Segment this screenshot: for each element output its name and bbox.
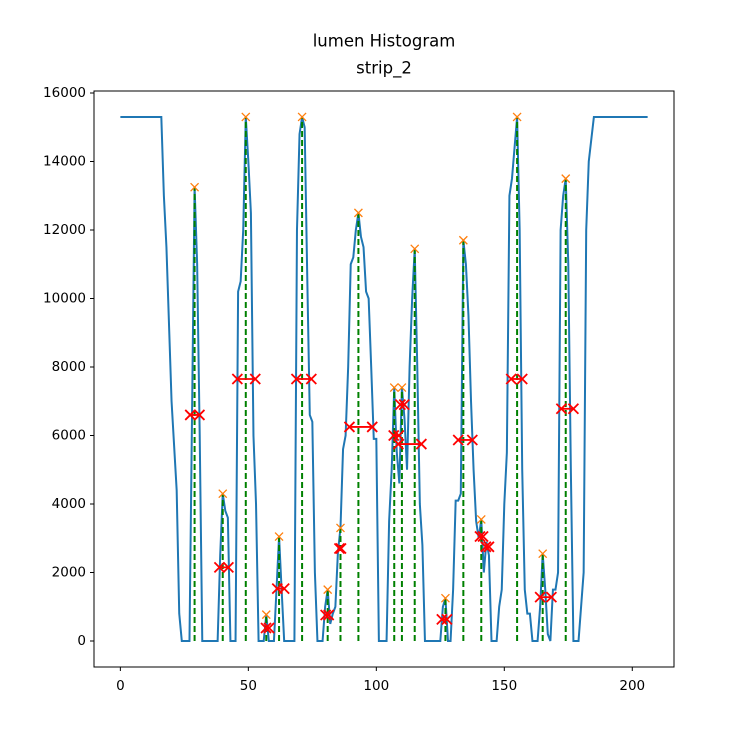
x-tick-label: 150: [491, 678, 517, 694]
width-marker: [388, 429, 400, 442]
peak-marker: [440, 593, 450, 603]
width-marker: [466, 434, 478, 446]
peak-marker: [561, 174, 571, 184]
width-marker: [480, 541, 492, 553]
width-marker: [474, 530, 486, 543]
width-marker: [477, 530, 489, 543]
x-tick-label: 0: [116, 678, 125, 694]
y-tick-label: 8000: [52, 359, 86, 375]
y-tick-label: 6000: [52, 427, 86, 443]
y-tick-label: 0: [77, 633, 86, 649]
width-marker: [278, 582, 290, 595]
y-tick-label: 2000: [52, 565, 86, 581]
width-marker: [335, 542, 347, 555]
width-marker: [398, 399, 410, 411]
width-marker: [393, 429, 405, 442]
peak-marker: [353, 208, 363, 218]
width-marker: [343, 421, 356, 433]
width-marker: [505, 373, 517, 385]
width-marker: [193, 409, 206, 421]
width-marker: [392, 438, 404, 450]
width-marker: [483, 541, 495, 553]
peak-marker: [476, 514, 486, 524]
width-marker: [516, 373, 528, 385]
peak-marker: [410, 244, 420, 254]
y-tick-label: 4000: [52, 496, 86, 512]
width-marker: [333, 542, 346, 555]
x-tick-label: 50: [240, 678, 257, 694]
y-tick-label: 12000: [43, 222, 86, 238]
width-marker: [366, 421, 378, 433]
peak-marker: [218, 489, 228, 499]
width-marker: [567, 403, 580, 415]
width-marker: [436, 613, 448, 626]
width-marker: [260, 622, 272, 634]
width-marker: [545, 591, 558, 603]
x-tick-label: 200: [619, 678, 645, 694]
peak-marker: [261, 610, 271, 620]
width-marker: [323, 609, 335, 621]
peak-marker: [397, 383, 407, 393]
peak-marker: [336, 523, 345, 533]
width-marker: [305, 373, 317, 385]
width-marker: [534, 591, 546, 603]
width-marker: [263, 622, 275, 634]
width-marker: [184, 409, 196, 421]
width-marker: [394, 399, 407, 411]
peak-marker: [274, 532, 284, 541]
peak-marker: [241, 112, 251, 122]
chart-subtitle: strip_2: [356, 59, 412, 79]
peak-marker: [458, 235, 468, 245]
plot-frame: [93, 90, 675, 668]
width-marker: [452, 434, 464, 446]
width-marker: [231, 373, 243, 385]
y-tick-label: 14000: [43, 153, 86, 169]
width-marker: [555, 403, 568, 415]
width-marker: [222, 561, 235, 574]
y-tick-label: 16000: [43, 85, 86, 101]
peak-marker: [512, 112, 522, 122]
width-marker: [415, 438, 428, 450]
x-tick-label: 100: [363, 678, 389, 694]
chart-title: lumen Histogram: [313, 32, 456, 51]
width-marker: [249, 373, 261, 385]
width-marker: [290, 373, 303, 385]
y-tick-label: 10000: [43, 290, 86, 306]
peak-marker: [190, 182, 200, 192]
peak-marker: [538, 549, 548, 559]
peak-marker: [323, 585, 333, 595]
width-marker: [441, 613, 453, 626]
peak-marker: [389, 383, 399, 393]
width-marker: [213, 561, 226, 574]
width-marker: [320, 609, 332, 621]
peak-marker: [297, 112, 307, 122]
